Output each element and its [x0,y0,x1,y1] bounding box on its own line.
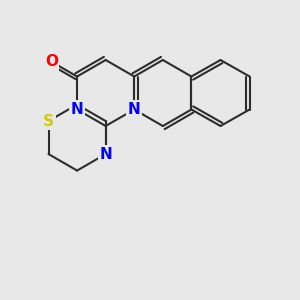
Text: O: O [45,54,58,69]
Text: N: N [71,102,83,117]
Text: N: N [99,147,112,162]
Text: N: N [128,102,141,117]
Text: S: S [43,114,54,129]
